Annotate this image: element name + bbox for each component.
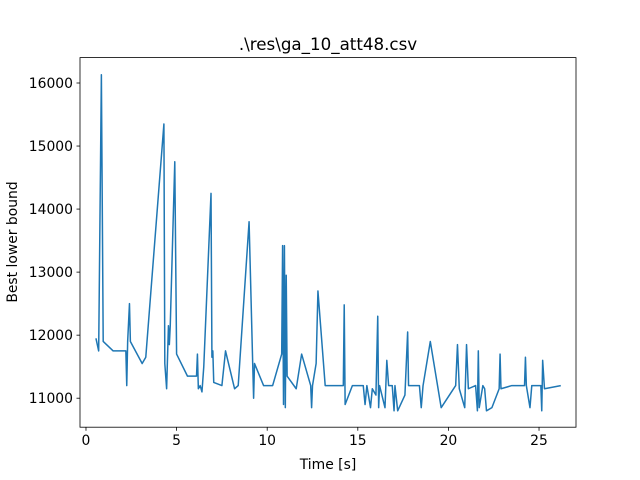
chart-title: .\res\ga_10_att48.csv [239,34,417,55]
data-line [95,74,561,412]
x-tick-label: 15 [349,433,367,449]
x-tick-label: 10 [258,433,276,449]
y-tick-label: 15000 [29,139,73,155]
plot-frame [79,57,577,428]
y-tick-label: 12000 [29,328,73,344]
x-tick-label: 5 [172,433,181,449]
x-tick-label: 0 [82,433,91,449]
y-tick-label: 14000 [29,202,73,218]
y-tick-label: 13000 [29,265,73,281]
x-tick-label: 25 [530,433,548,449]
x-tick-label: 20 [440,433,458,449]
x-axis-label: Time [s] [299,457,357,473]
y-tick-label: 11000 [29,391,73,407]
y-axis-label: Best lower bound [5,181,21,302]
y-tick-label: 16000 [29,76,73,92]
